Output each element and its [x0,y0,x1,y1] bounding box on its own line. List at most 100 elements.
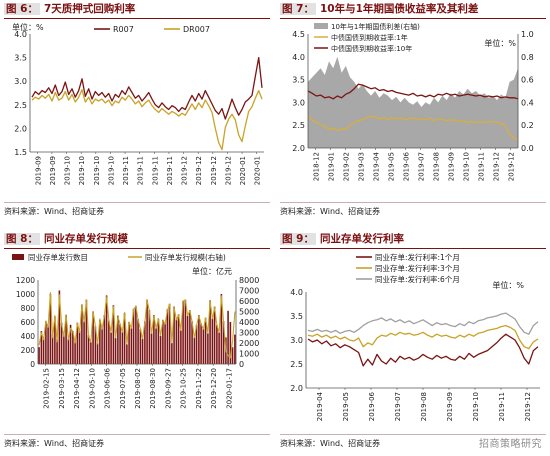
x-tick-label: 2019-03 [358,152,366,181]
bar [186,315,189,364]
y-tick-label-right: 5000 [239,308,259,317]
bar [144,321,146,364]
y-tick-label-right: 2000 [239,339,259,348]
y-tick-label-left: 1200 [16,276,35,285]
x-tick-label: 2019-06 [403,151,411,181]
x-tick-label: 2019-12 [524,392,532,421]
x-tick-label: 2019-11-22 [195,368,203,409]
y-tick-label-left: 2.5 [292,121,305,130]
bar [227,310,229,364]
bar [90,342,92,364]
figure-number: 图 7： [280,3,316,15]
figure-number: 图 9： [280,233,316,245]
bar [40,331,43,364]
y-tick-label-left: 2.0 [292,144,305,153]
series-line-1m [307,333,539,367]
bar [157,318,160,364]
x-tick-label: 2019-12 [493,152,501,181]
series-line-6m [307,312,539,335]
bar [207,333,209,364]
x-tick-label: 2019-10 [472,392,480,421]
title-rule [4,248,270,249]
y-tick-label: 2.5 [14,101,27,110]
y-tick-label: 3.5 [14,54,27,63]
chart-fig7: 2.0 2.5 3.0 3.5 4.0 4.5 0.0 0.2 0.4 0.6 0.8 1.0 单位：%… [292,22,533,181]
legend-label: 同业存单:发行利率:1个月 [375,252,460,262]
bar [175,319,178,364]
chart-title: 图 7： 10年与1年期国债收益率及其利差 [280,2,478,16]
bar [135,305,137,364]
bar [114,338,117,364]
title-rule [280,18,546,19]
y-tick-label: 4.0 [290,288,303,297]
y-tick-label-right: 6000 [239,297,259,306]
bar [153,315,155,364]
bar [202,329,205,364]
bar [130,328,133,364]
source-note: 资料来源：Wind、招商证券 [4,439,105,448]
bar [108,320,110,364]
x-tick-label: 2019-10 [107,156,115,185]
bar [126,344,128,364]
x-tick-label: 2019-11 [478,152,486,181]
x-tick-label: 2020-01-17 [225,368,233,409]
x-tick-label: 2019-12-20 [210,368,218,409]
y-tick-label: 2.5 [290,360,303,369]
y-tick-label-right: 4000 [239,318,259,327]
bar [195,324,198,364]
bar [139,329,142,364]
x-tick-label: 2019-12 [210,156,218,185]
x-tick-label: 2019-04 [316,391,324,421]
x-tick-label: 2019-11 [151,156,159,185]
x-tick-label: 2020-01 [239,156,247,185]
legend-label: 同业存单发行规模(右轴) [145,252,226,262]
source-note: 资料来源：Wind、招商证券 [4,207,105,216]
title-rule [4,18,270,19]
legend-label: 中债国债到期收益率:10年 [331,44,412,53]
x-tick-label: 2019-12 [195,156,203,185]
x-tick-label: 2019-05 [342,392,350,421]
x-tick-label: 2019-03-15 [58,368,66,409]
x-tick-label: 2019-10 [64,156,72,185]
series-line-issue-size [38,292,236,359]
legend-swatch [12,254,24,260]
legend-label: 同业存单:发行利率:6个月 [375,274,460,284]
series-line-r007 [31,56,263,120]
bar [231,347,234,364]
x-tick-label: 2019-05-10 [88,368,96,409]
y-tick-label: 1.5 [14,148,27,157]
y-tick-label: 4.0 [14,30,27,39]
x-tick-label: 2018-12 [313,152,321,181]
y-tick-label: 3.0 [14,77,27,86]
watermark: 招商策略研究 [479,439,542,450]
bar [85,299,88,364]
panel-fig8: 图 8： 同业存单发行规模 0 200 400 600 800 1000 1200 0 1000 2… [4,232,270,454]
x-tick-label: 2019-02-15 [43,368,51,409]
x-tick-label: 2019-01 [328,152,336,181]
unit-label: 单位：% [12,22,44,32]
x-tick-label: 2019-11 [137,156,145,185]
y-tick-label-left: 200 [21,346,36,355]
bar [177,314,180,364]
figure-title: 同业存单发行规模 [43,233,128,245]
bar [63,335,65,364]
x-tick-label: 2019-12 [508,152,516,181]
y-tick-label-right: 1000 [239,350,259,359]
legend-label: 同业存单发行数目 [28,252,88,262]
x-tick-label: 2019-06 [368,391,376,421]
x-tick-label: 2019-07 [394,392,402,421]
x-tick-label: 2019-07-05 [119,368,127,409]
x-tick-label: 2019-02 [343,152,351,181]
figure-number: 图 8： [4,233,40,245]
chart-fig8: 0200400600800100012000100020003000400050… [12,252,259,409]
bar [220,294,223,364]
bar [171,343,173,364]
y-tick-label: 2.0 [14,124,27,133]
bar [87,335,90,364]
bar [159,336,162,364]
bar [128,322,130,364]
x-tick-label: 2019-11 [498,392,506,421]
legend-label: 10年与1年期国债利差(右轴) [331,22,420,31]
y-tick-label-left: 3.5 [292,76,305,85]
source-rule [280,202,546,203]
